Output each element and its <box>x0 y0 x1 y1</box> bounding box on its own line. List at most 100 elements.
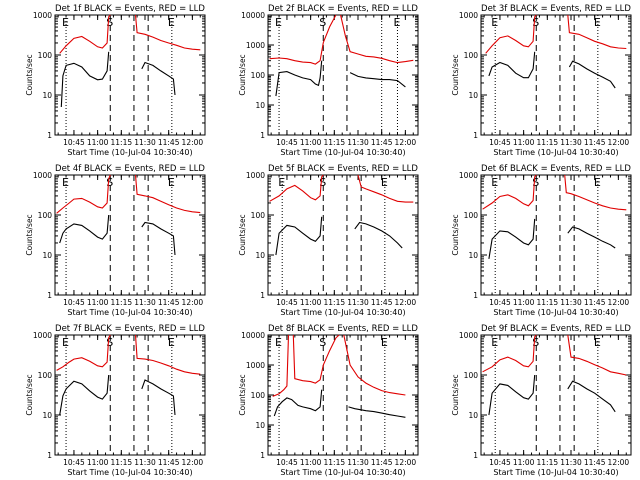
x-tick-label: 11:00 <box>300 298 322 307</box>
chart-panel-8: Det 8f BLACK = Events, RED = LLD 1 10 100 10… <box>238 324 419 477</box>
x-tick-label: 11:15 <box>111 298 133 307</box>
events-rate-line <box>488 51 536 79</box>
x-tick-label: 10:45 <box>63 458 85 467</box>
chart-panel-5: Det 5f BLACK = Events, RED = LLD 1 10 100 10… <box>238 164 419 317</box>
y-tick-label: 10 <box>468 411 478 420</box>
x-tick-label: 11:00 <box>513 298 535 307</box>
x-tick-label: 11:00 <box>87 458 109 467</box>
events-rate-line <box>567 380 616 413</box>
x-tick-label: 12:00 <box>182 458 204 467</box>
y-tick-label: 100 <box>251 71 266 80</box>
x-tick-label: 11:30 <box>347 458 369 467</box>
x-tick-label: 11:30 <box>134 458 156 467</box>
x-tick-label: 11:30 <box>134 298 156 307</box>
x-axis-label: Start Time (10-Jul-04 10:30:40) <box>67 468 192 477</box>
y-tick-label: 1000 <box>459 331 478 340</box>
events-rate-line <box>275 216 323 256</box>
y-tick-label: 100 <box>464 51 479 60</box>
y-tick-label: 100 <box>251 211 266 220</box>
x-axis-label: Start Time (10-Jul-04 10:30:40) <box>280 468 405 477</box>
plot-frame <box>480 14 632 136</box>
lld-rate-line <box>343 334 406 396</box>
plot-frame <box>267 14 419 136</box>
time-marker-label: E <box>62 176 69 189</box>
x-tick-label: 11:30 <box>347 138 369 147</box>
lld-rate-line <box>269 174 324 202</box>
x-tick-label: 12:00 <box>182 138 204 147</box>
x-tick-label: 10:45 <box>63 138 85 147</box>
x-tick-label: 12:00 <box>608 298 630 307</box>
y-axis-label: Counts/sec <box>451 374 460 415</box>
lld-rate-line <box>56 174 111 214</box>
plot-frame <box>267 174 419 296</box>
y-tick-label: 1 <box>473 131 478 140</box>
chart-title: Det 6f BLACK = Events, RED = LLD <box>481 164 631 174</box>
chart-title: Det 7f BLACK = Events, RED = LLD <box>55 324 205 334</box>
events-rate-line <box>488 374 536 416</box>
y-tick-label: 100 <box>38 211 53 220</box>
x-tick-label: 12:00 <box>182 298 204 307</box>
events-rate-line <box>349 72 406 88</box>
chart-title: Det 8f BLACK = Events, RED = LLD <box>268 324 418 334</box>
time-marker-label: E <box>594 176 601 189</box>
chart-panel-7: Det 7f BLACK = Events, RED = LLD 1 10 100 10… <box>25 324 206 477</box>
events-rate-line <box>488 218 536 259</box>
plot-frame <box>480 334 632 456</box>
time-marker-label: E <box>491 16 498 29</box>
time-marker-label: S <box>319 16 326 29</box>
time-marker-label: E <box>275 336 282 349</box>
x-axis-label: Start Time (10-Jul-04 10:30:40) <box>493 468 618 477</box>
y-tick-label: 1 <box>47 291 52 300</box>
x-tick-label: 11:00 <box>87 138 109 147</box>
lld-rate-line <box>340 14 414 64</box>
x-tick-label: 11:30 <box>134 138 156 147</box>
x-tick-label: 11:45 <box>584 138 606 147</box>
time-marker-label: E <box>168 336 175 349</box>
y-tick-label: 1000 <box>459 171 478 180</box>
y-tick-label: 100 <box>464 371 479 380</box>
y-tick-label: 1 <box>260 451 265 460</box>
y-tick-label: 1000 <box>33 11 52 20</box>
x-tick-label: 11:00 <box>300 138 322 147</box>
x-tick-label: 11:15 <box>537 298 559 307</box>
y-axis-label: Counts/sec <box>25 214 34 255</box>
x-tick-label: 11:45 <box>371 458 393 467</box>
events-rate-line <box>348 406 406 418</box>
x-tick-label: 11:15 <box>324 298 346 307</box>
lld-rate-line <box>134 174 201 214</box>
y-axis-label: Counts/sec <box>451 214 460 255</box>
x-tick-label: 11:00 <box>513 458 535 467</box>
x-tick-label: 11:00 <box>300 458 322 467</box>
y-tick-label: 10 <box>42 91 52 100</box>
plot-frame <box>267 334 419 456</box>
chart-panel-9: Det 9f BLACK = Events, RED = LLD 1 10 100 10… <box>451 324 632 477</box>
plot-frame <box>480 174 632 296</box>
time-marker-label: S <box>319 176 326 189</box>
x-axis-label: Start Time (10-Jul-04 10:30:40) <box>493 308 618 317</box>
y-tick-label: 10 <box>42 411 52 420</box>
y-tick-label: 10 <box>468 91 478 100</box>
chart-panel-6: Det 6f BLACK = Events, RED = LLD 1 10 100 10… <box>451 164 632 317</box>
x-tick-label: 10:45 <box>489 458 511 467</box>
y-tick-label: 10 <box>255 421 265 430</box>
y-tick-label: 1 <box>260 131 265 140</box>
events-rate-line <box>273 389 323 417</box>
y-tick-label: 100 <box>251 391 266 400</box>
x-tick-label: 11:15 <box>537 458 559 467</box>
y-tick-label: 1000 <box>33 171 52 180</box>
lld-rate-line <box>134 14 201 51</box>
plot-frame <box>54 174 206 296</box>
y-tick-label: 100 <box>38 371 53 380</box>
time-marker-label: E <box>62 16 69 29</box>
chart-panel-1: Det 1f BLACK = Events, RED = LLD 1 10 100 10… <box>25 4 206 157</box>
time-marker-label: S <box>106 176 113 189</box>
y-axis-label: Counts/sec <box>25 374 34 415</box>
y-tick-label: 1 <box>473 451 478 460</box>
time-marker-label: E <box>381 176 388 189</box>
events-rate-line <box>59 214 110 244</box>
x-tick-label: 10:45 <box>489 138 511 147</box>
plot-frame <box>54 334 206 456</box>
lld-rate-line <box>134 334 201 375</box>
chart-panel-3: Det 3f BLACK = Events, RED = LLD 1 10 100 10… <box>451 4 632 157</box>
